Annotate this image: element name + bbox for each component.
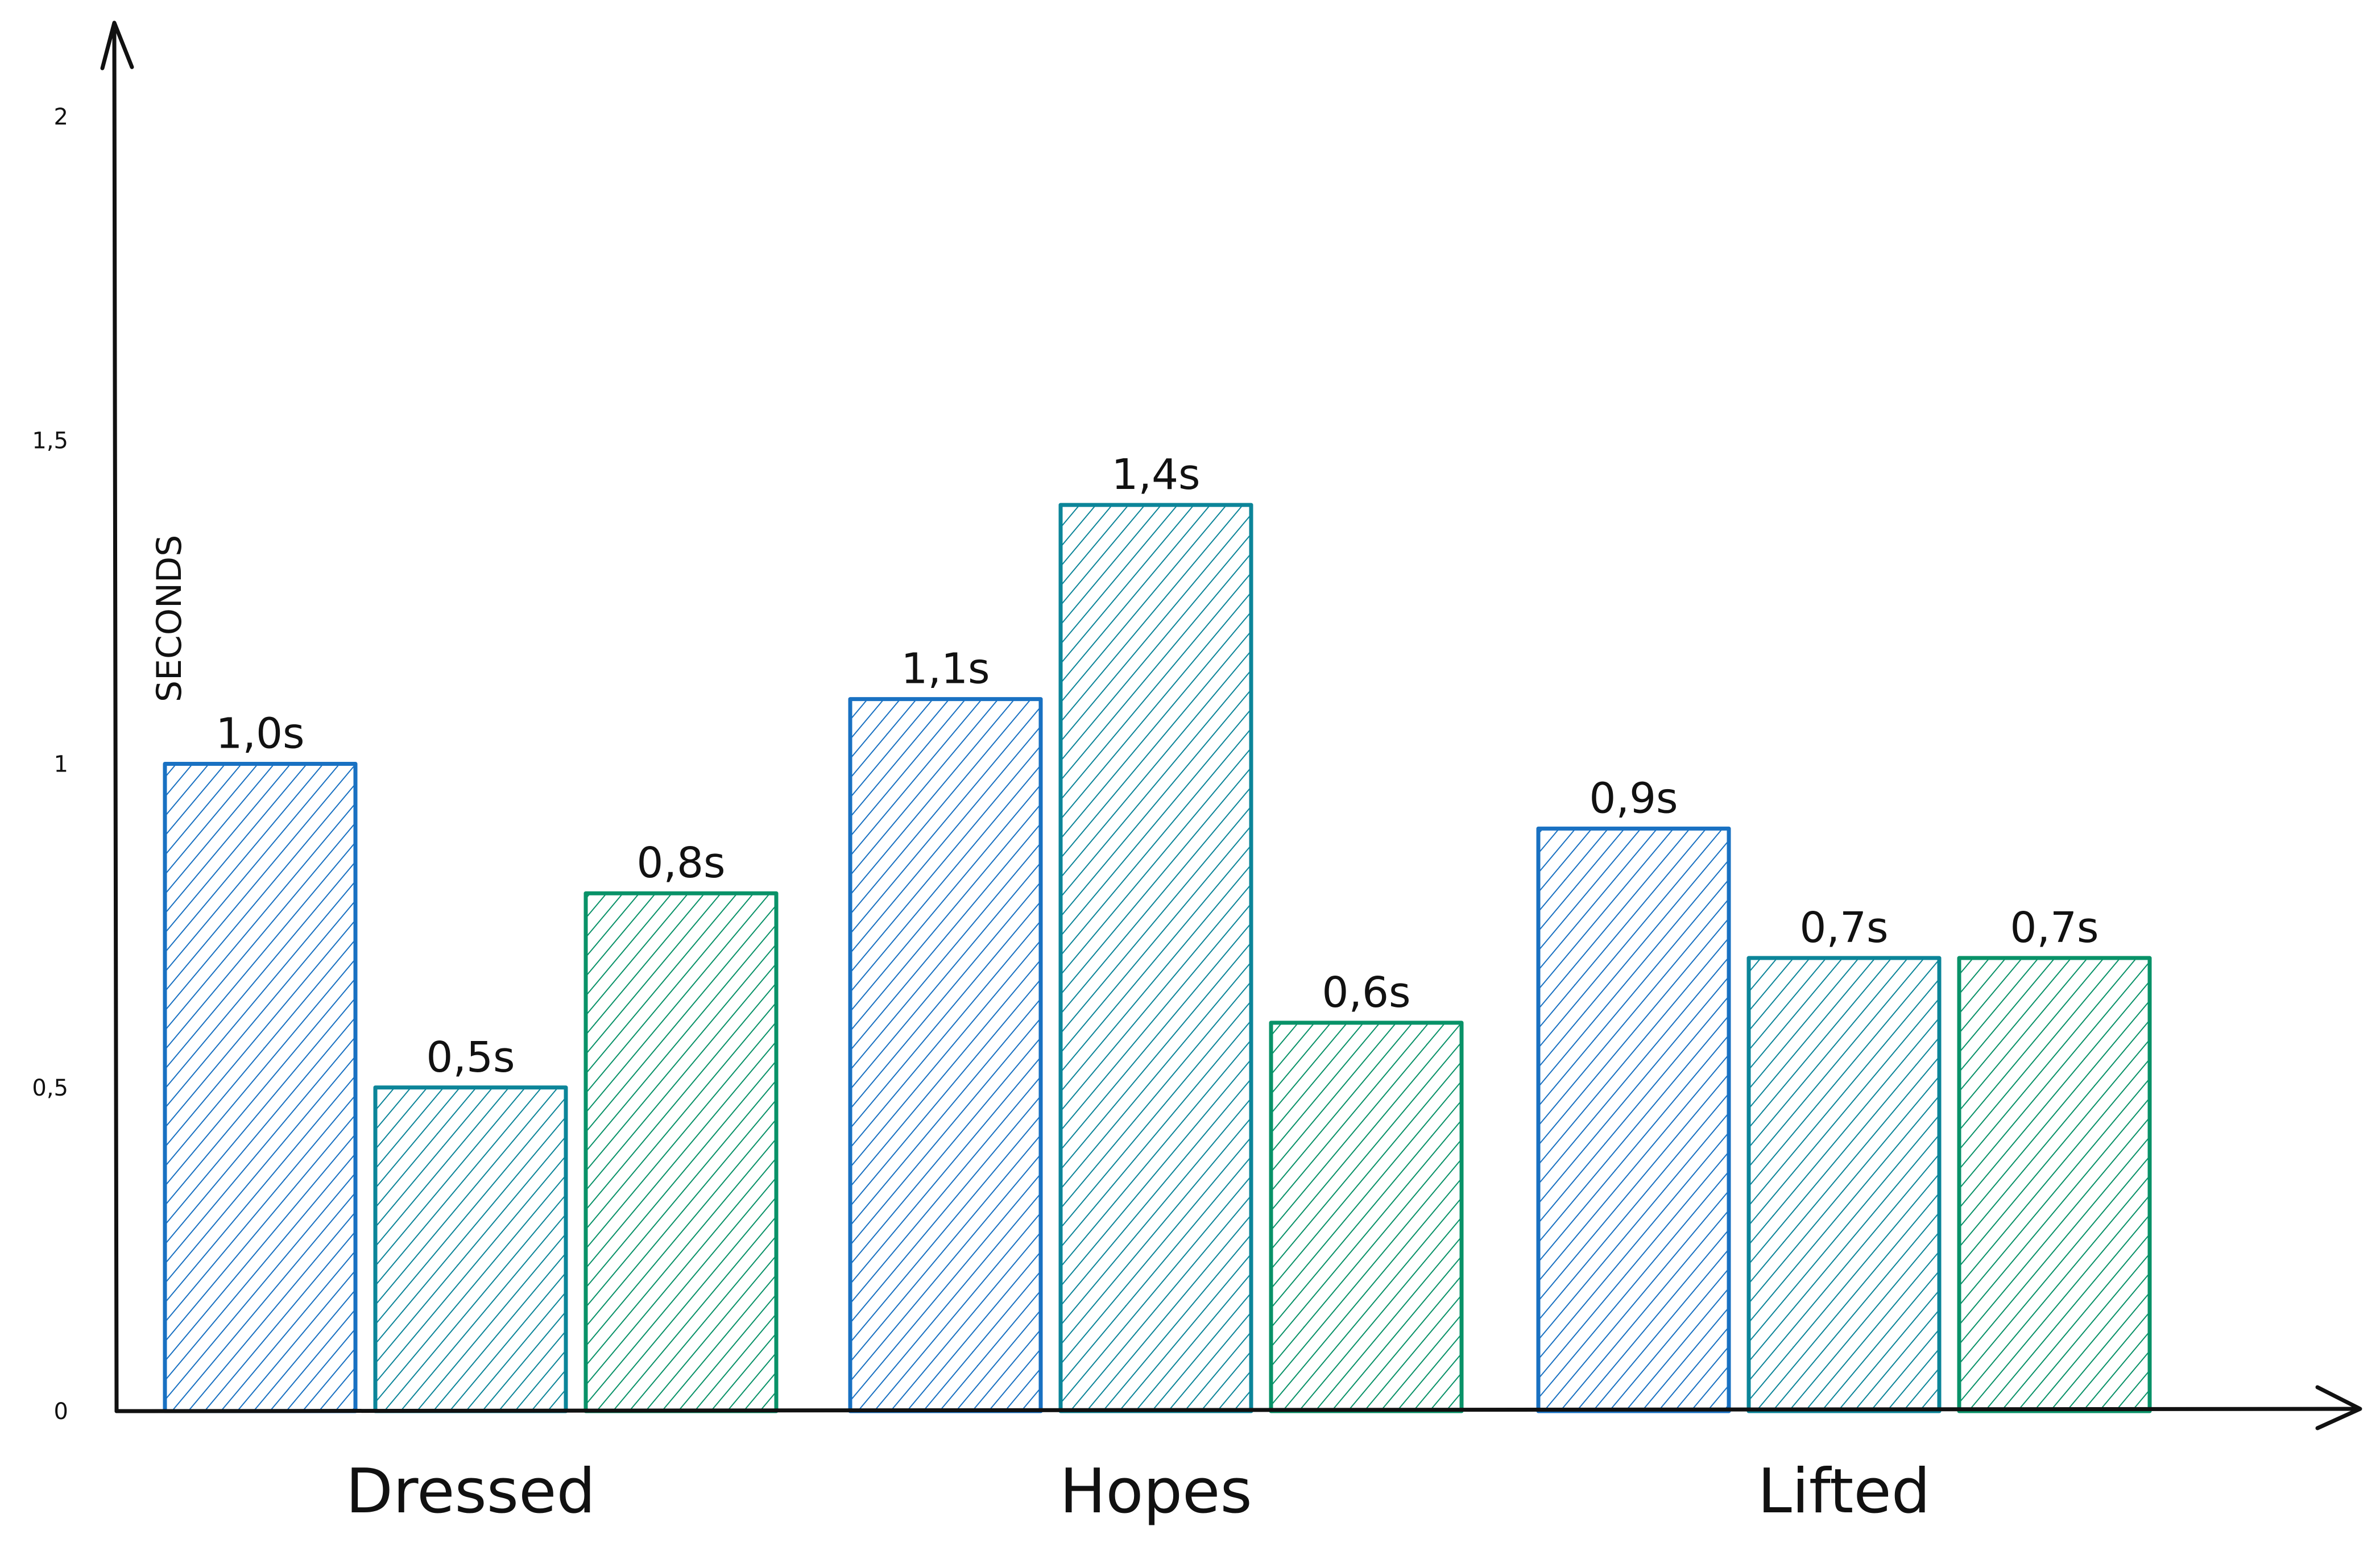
- y-axis-line: [112, 29, 119, 1413]
- bar-value-label: 0,9s: [1589, 774, 1678, 823]
- bar-value-label: 0,6s: [1322, 968, 1410, 1017]
- category-labels: Dressed Hopes Lifted: [346, 1456, 1930, 1527]
- bar: [373, 1085, 568, 1413]
- bar-value-label: 0,7s: [2010, 903, 2098, 952]
- y-tick-label: 1: [54, 752, 68, 778]
- bar: [1746, 956, 1942, 1413]
- bars-layer: [163, 503, 2152, 1413]
- value-labels: 1,0s 0,5s 0,8s 1,1s 1,4s 0,6s 0,9s 0,7s 0,7s: [216, 450, 2098, 1082]
- category-label: Lifted: [1758, 1456, 1931, 1527]
- y-tick-labels: 0 0,5 1 1,5 2: [32, 104, 68, 1425]
- bar: [583, 891, 779, 1413]
- bar: [1957, 956, 2152, 1413]
- y-axis-label: SECONDS: [150, 535, 189, 702]
- bar: [1058, 503, 1253, 1413]
- y-tick-label: 1,5: [32, 428, 68, 454]
- bar: [163, 762, 358, 1413]
- bar-value-label: 1,1s: [901, 645, 990, 694]
- bar-value-label: 1,0s: [216, 710, 304, 758]
- bar: [1536, 826, 1731, 1413]
- bar-value-label: 1,4s: [1111, 450, 1200, 499]
- category-label: Dressed: [346, 1456, 595, 1527]
- y-tick-label: 0: [54, 1399, 68, 1425]
- bar: [1269, 1021, 1464, 1413]
- bar-value-label: 0,5s: [426, 1033, 515, 1082]
- y-tick-label: 2: [54, 104, 68, 130]
- x-axis-arrow-icon: [2315, 1385, 2362, 1430]
- y-tick-label: 0,5: [32, 1075, 68, 1101]
- bar: [848, 697, 1043, 1413]
- y-axis-arrow-icon: [100, 20, 134, 70]
- bar-value-label: 0,8s: [636, 839, 725, 887]
- category-label: Hopes: [1059, 1456, 1252, 1527]
- bar-value-label: 0,7s: [1799, 903, 1888, 952]
